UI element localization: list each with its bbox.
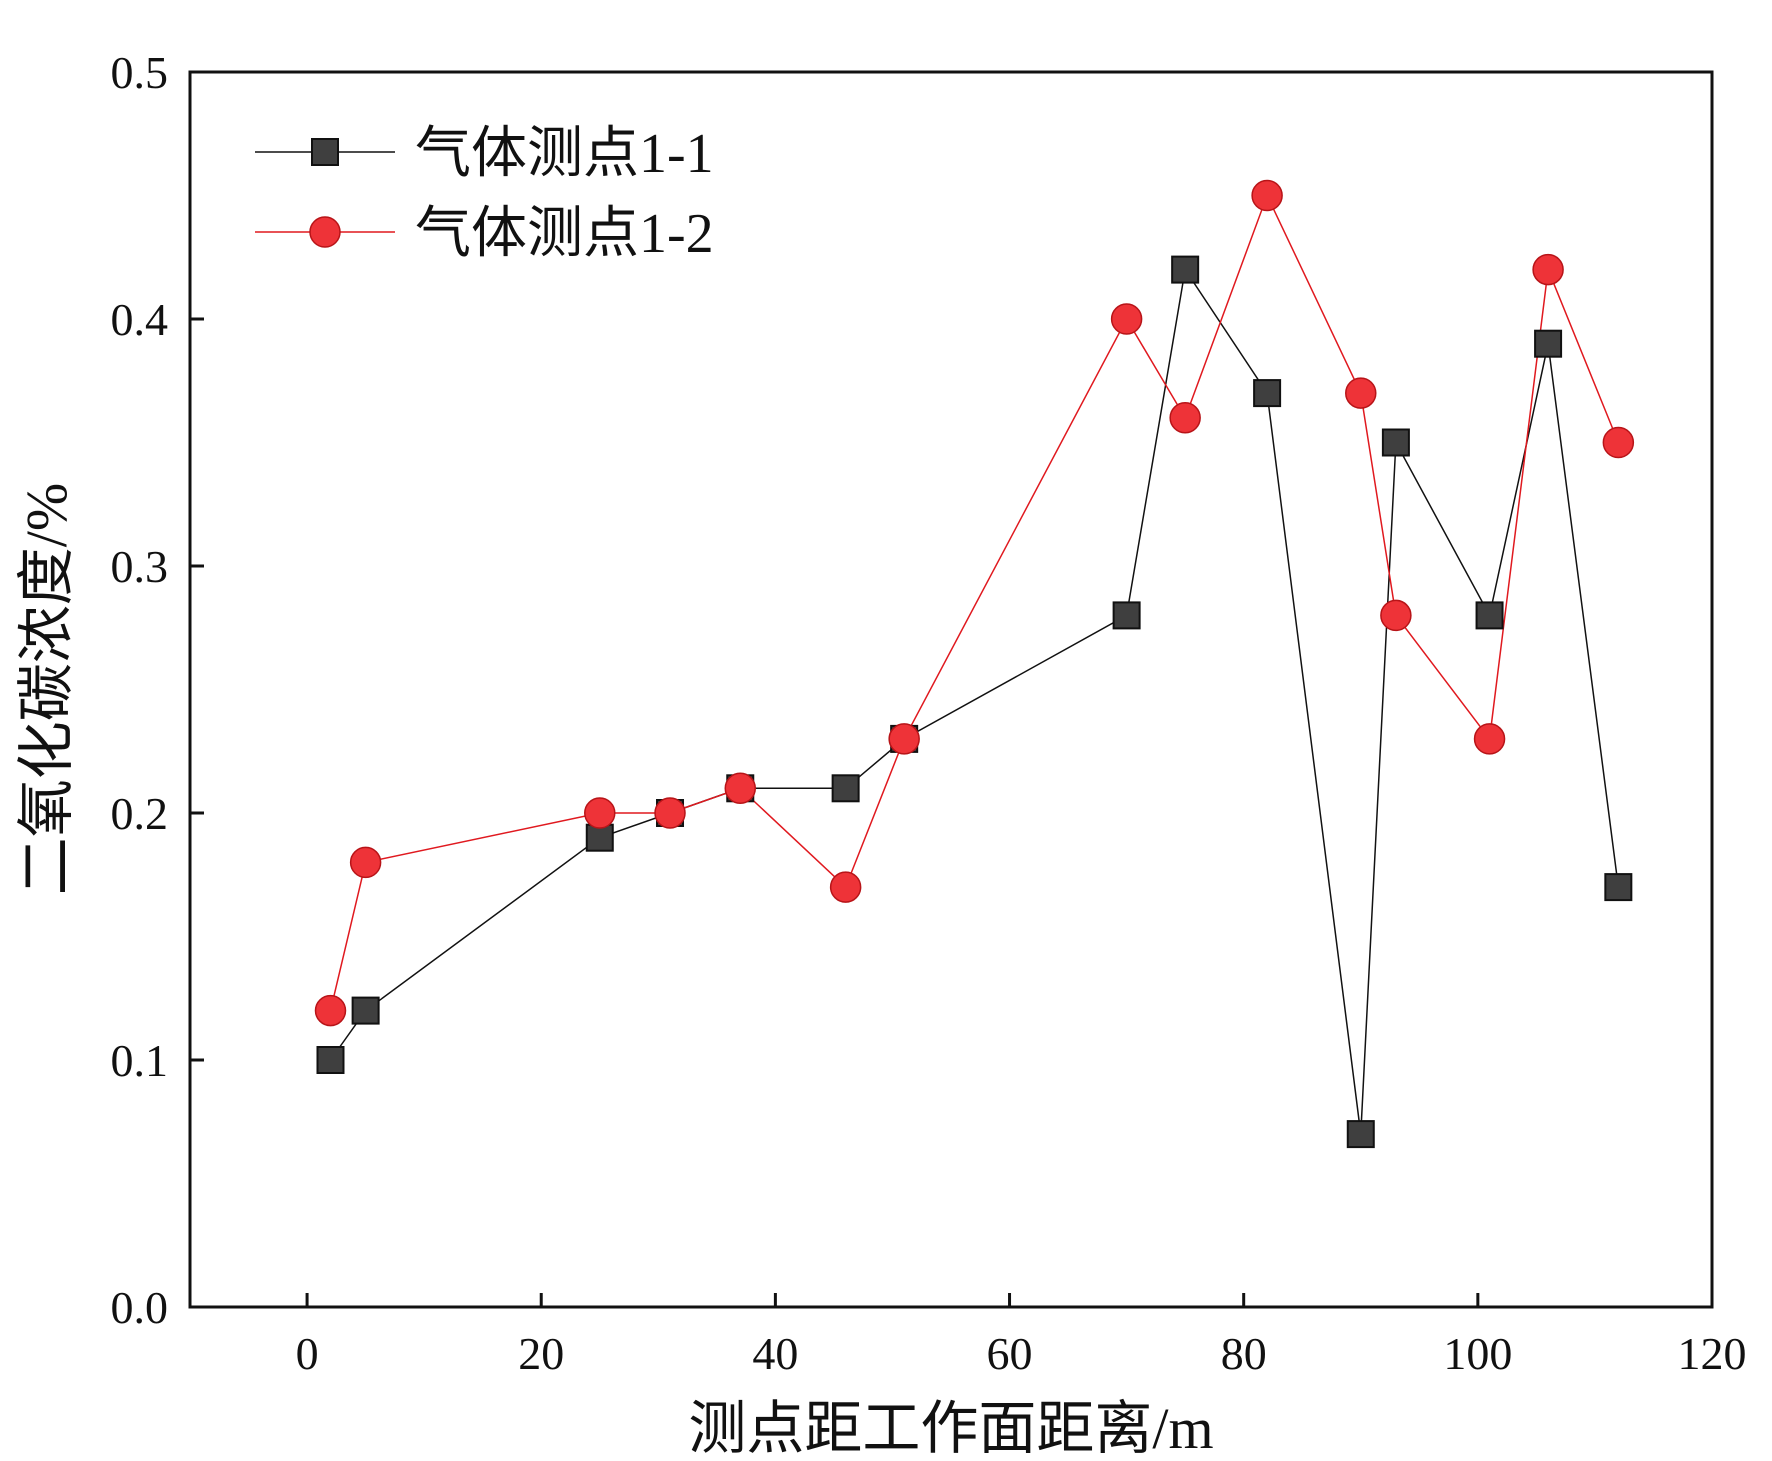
x-tick-label: 60	[987, 1328, 1033, 1379]
series-lines	[329, 193, 1620, 1135]
series-2-point	[829, 871, 862, 903]
legend-label-series-2: 气体测点1-2	[415, 203, 714, 265]
legend: 气体测点1-1 气体测点1-2	[255, 123, 714, 265]
series-1-point	[1381, 428, 1410, 457]
series-1-line	[329, 267, 1620, 1135]
series-2-point	[349, 846, 382, 879]
y-tick-label: 0.5	[111, 47, 169, 98]
series-2-point	[1602, 426, 1635, 459]
x-axis-ticks: 0 20 40 60 80 100 120	[296, 1293, 1747, 1379]
series-2-point	[1473, 723, 1506, 755]
series-1-point	[1604, 873, 1633, 902]
series-2-point	[314, 994, 347, 1027]
series-2-point	[888, 723, 920, 755]
series-1-point	[1346, 1120, 1375, 1149]
series-1-point	[351, 996, 380, 1025]
series-2-point	[1345, 377, 1377, 409]
series-1-point	[1112, 601, 1141, 630]
x-tick-label: 40	[752, 1328, 798, 1379]
y-tick-label: 0.0	[111, 1282, 169, 1333]
x-tick-label: 100	[1443, 1328, 1512, 1379]
series-2-point	[584, 797, 616, 829]
series-1-point	[1475, 601, 1504, 630]
series-2-point	[654, 797, 686, 829]
y-tick-label: 0.3	[111, 541, 169, 592]
series-2-point	[724, 772, 757, 805]
y-axis-ticks: 0.0 0.1 0.2 0.3 0.4 0.5	[111, 47, 204, 1333]
y-tick-label: 0.2	[111, 788, 169, 839]
series-2-point	[1380, 599, 1412, 632]
legend-circle-marker	[309, 216, 341, 248]
series-1-point	[1171, 255, 1200, 284]
x-tick-label: 80	[1221, 1328, 1267, 1379]
legend-square-marker	[311, 138, 339, 166]
series-2-point	[1110, 303, 1143, 335]
y-axis-title: 二氧化碳浓度/%	[14, 483, 79, 895]
plot-area-frame	[188, 70, 1714, 1309]
x-tick-label: 20	[518, 1328, 564, 1379]
y-tick-label: 0.4	[111, 294, 169, 345]
series-markers	[314, 179, 1635, 1149]
x-tick-label: 0	[296, 1328, 319, 1379]
series-2-point	[1532, 253, 1564, 286]
series-1-point	[1534, 329, 1563, 358]
x-axis-title: 测点距工作面距离/m	[688, 1396, 1213, 1461]
y-tick-label: 0.1	[111, 1035, 169, 1086]
series-1-point	[585, 823, 614, 852]
series-1-point	[831, 774, 860, 803]
series-1-point	[1253, 379, 1282, 408]
series-2-line	[329, 193, 1620, 1011]
legend-label-series-1: 气体测点1-1	[415, 123, 714, 185]
x-tick-label: 120	[1678, 1328, 1747, 1379]
series-2-point	[1169, 402, 1201, 434]
series-1-point	[316, 1046, 345, 1074]
series-2-point	[1251, 179, 1283, 212]
